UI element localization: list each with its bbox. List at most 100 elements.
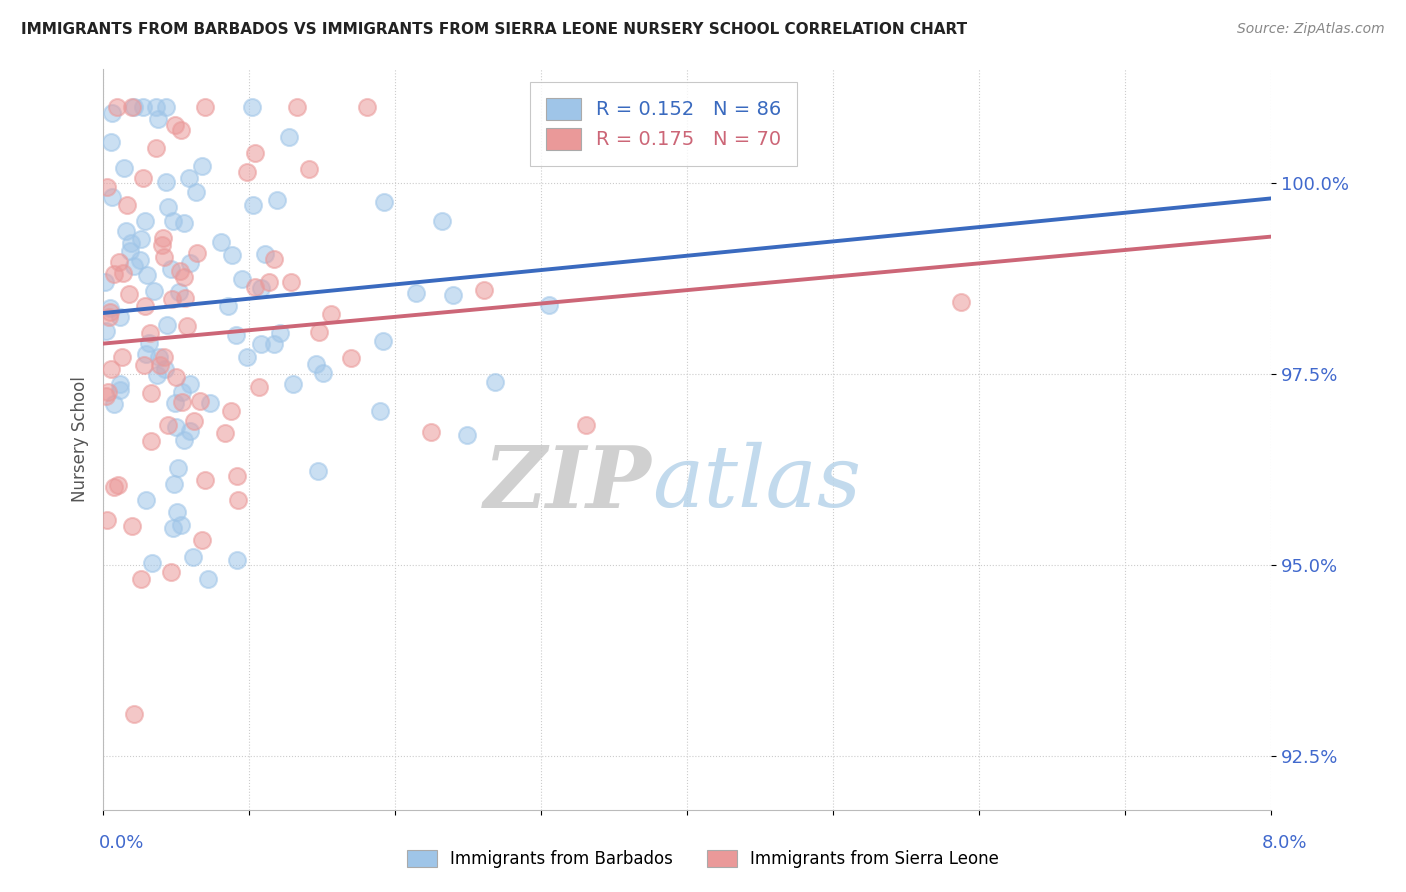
- Point: [115, 198, 138, 212]
- Point: [221, 404, 243, 418]
- Point: [184, 186, 207, 200]
- Point: [121, 100, 143, 114]
- Point: [115, 224, 138, 238]
- Point: [179, 377, 201, 392]
- Point: [236, 165, 259, 179]
- Point: [103, 268, 125, 282]
- Point: [129, 573, 152, 587]
- Point: [179, 256, 201, 270]
- Point: [167, 285, 190, 299]
- Text: IMMIGRANTS FROM BARBADOS VS IMMIGRANTS FROM SIERRA LEONE NURSERY SCHOOL CORRELAT: IMMIGRANTS FROM BARBADOS VS IMMIGRANTS F…: [21, 22, 967, 37]
- Point: [97, 384, 120, 399]
- Point: [308, 325, 330, 339]
- Point: [162, 476, 184, 491]
- Point: [111, 350, 134, 364]
- Point: [139, 434, 162, 448]
- Point: [163, 396, 186, 410]
- Point: [160, 292, 183, 306]
- Point: [266, 193, 288, 207]
- Point: [225, 328, 247, 343]
- Point: [174, 291, 197, 305]
- Point: [285, 100, 308, 114]
- Point: [107, 478, 129, 492]
- Point: [118, 244, 141, 259]
- Point: [157, 418, 180, 433]
- Point: [94, 324, 117, 338]
- Point: [240, 100, 263, 114]
- Point: [373, 334, 395, 349]
- Point: [537, 298, 560, 312]
- Point: [165, 369, 187, 384]
- Point: [165, 420, 187, 434]
- Point: [243, 146, 266, 161]
- Point: [153, 350, 176, 364]
- Point: [98, 310, 121, 324]
- Point: [122, 100, 145, 114]
- Point: [193, 473, 215, 487]
- Point: [254, 247, 277, 261]
- Point: [484, 375, 506, 389]
- Point: [149, 358, 172, 372]
- Point: [159, 261, 181, 276]
- Point: [153, 250, 176, 264]
- Legend: R = 0.152   N = 86, R = 0.175   N = 70: R = 0.152 N = 86, R = 0.175 N = 70: [530, 82, 797, 166]
- Point: [148, 350, 170, 364]
- Point: [312, 366, 335, 380]
- Point: [405, 285, 427, 300]
- Point: [950, 295, 973, 310]
- Point: [575, 418, 598, 433]
- Point: [96, 180, 118, 194]
- Point: [183, 549, 205, 564]
- Point: [135, 493, 157, 508]
- Text: atlas: atlas: [652, 442, 862, 524]
- Point: [194, 100, 217, 114]
- Point: [228, 492, 250, 507]
- Point: [135, 347, 157, 361]
- Point: [128, 253, 150, 268]
- Point: [170, 384, 193, 399]
- Point: [186, 246, 208, 260]
- Point: [101, 190, 124, 204]
- Point: [191, 159, 214, 173]
- Point: [373, 195, 395, 210]
- Point: [156, 318, 179, 332]
- Point: [191, 533, 214, 547]
- Point: [169, 264, 191, 278]
- Text: 0.0%: 0.0%: [98, 834, 143, 852]
- Text: ZIP: ZIP: [484, 442, 652, 525]
- Point: [101, 106, 124, 120]
- Point: [155, 175, 177, 189]
- Point: [145, 100, 167, 114]
- Point: [250, 281, 273, 295]
- Point: [263, 337, 285, 351]
- Point: [162, 214, 184, 228]
- Point: [157, 200, 180, 214]
- Point: [231, 271, 253, 285]
- Point: [173, 433, 195, 447]
- Point: [173, 269, 195, 284]
- Point: [152, 231, 174, 245]
- Point: [141, 556, 163, 570]
- Y-axis label: Nursery School: Nursery School: [72, 376, 89, 502]
- Point: [243, 279, 266, 293]
- Point: [226, 468, 249, 483]
- Point: [100, 305, 122, 319]
- Point: [305, 357, 328, 371]
- Point: [280, 275, 302, 289]
- Point: [162, 521, 184, 535]
- Point: [96, 389, 118, 403]
- Point: [242, 198, 264, 212]
- Point: [122, 707, 145, 722]
- Point: [103, 397, 125, 411]
- Point: [139, 326, 162, 341]
- Point: [112, 161, 135, 176]
- Point: [134, 214, 156, 228]
- Point: [209, 235, 232, 250]
- Point: [118, 287, 141, 301]
- Point: [121, 518, 143, 533]
- Point: [263, 252, 285, 266]
- Point: [136, 268, 159, 283]
- Point: [96, 513, 118, 527]
- Point: [179, 425, 201, 439]
- Point: [103, 480, 125, 494]
